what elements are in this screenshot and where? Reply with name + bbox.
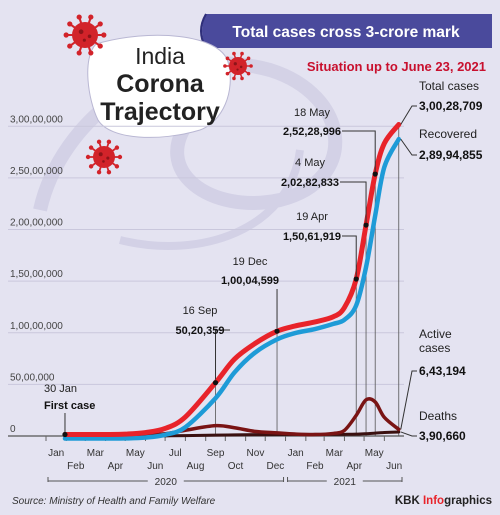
y-tick-label: 2,00,00,000	[10, 218, 63, 229]
annotation-date: 16 Sep	[183, 305, 218, 317]
x-tick-label: May	[365, 448, 384, 459]
annotation-value: 1,00,04,599	[221, 275, 279, 287]
annotation-value: 1,50,61,919	[283, 231, 341, 243]
virus-icon	[223, 51, 253, 81]
x-tick-label: Dec	[266, 461, 284, 472]
end-labels: Total cases 3,00,28,709 Recovered 2,89,94,8…	[400, 79, 483, 443]
end-label-leader	[400, 431, 417, 437]
annotation-value: 2,02,82,833	[281, 177, 339, 189]
x-tick-label: Sep	[207, 448, 225, 459]
end-label-deaths: Deaths 3,90,660	[400, 409, 466, 443]
virus-icon	[85, 139, 123, 175]
x-tick-label: Mar	[87, 448, 105, 459]
credit-highlight: Info	[423, 495, 444, 507]
annotation-marker	[274, 328, 280, 334]
annotation-date: 30 Jan	[44, 383, 77, 395]
x-tick-label: Jun	[386, 461, 402, 472]
y-tick-label: 0	[10, 424, 16, 435]
y-tick-label: 1,50,00,000	[10, 269, 63, 280]
title-block: India Corona Trajectory	[87, 34, 231, 138]
annotation: 19 Dec 1,00,04,599	[221, 256, 280, 334]
x-tick-label: Jan	[288, 448, 304, 459]
x-tick-label: Feb	[67, 461, 85, 472]
series-line-total	[62, 121, 402, 438]
end-label-value: 6,43,194	[419, 364, 466, 378]
end-label-recovered: Recovered 2,89,94,855	[400, 127, 483, 162]
annotation: 19 Apr 1,50,61,919	[283, 211, 359, 282]
year-label: 2021	[334, 477, 357, 488]
end-label-total: Total cases 3,00,28,709	[400, 79, 483, 125]
x-tick-label: Aug	[187, 461, 205, 472]
annotation: 18 May 2,52,28,996	[283, 107, 378, 177]
annotations: 30 Jan First case 16 Sep 50,20,359 19 Dec 1,0…	[44, 107, 378, 438]
end-label-value: 2,89,94,855	[419, 148, 483, 162]
annotation-marker	[372, 171, 378, 177]
annotation-leader	[342, 130, 376, 172]
annotation-leader	[340, 181, 367, 223]
annotation-value: First case	[44, 400, 95, 412]
y-tick-label: 3,00,00,000	[10, 114, 63, 125]
annotation-date: 19 Dec	[233, 256, 268, 268]
series-line-active	[63, 397, 401, 438]
y-tick-label: 50,00,000	[10, 372, 55, 383]
end-label-text: Active	[419, 327, 452, 341]
x-tick-label: Jul	[169, 448, 182, 459]
x-tick-label: Oct	[228, 461, 244, 472]
virus-icons	[63, 14, 253, 175]
end-label-leader	[400, 370, 417, 430]
annotation-value: 2,52,28,996	[283, 126, 341, 138]
series-line-recovered	[62, 136, 402, 441]
x-tick-label: Apr	[346, 461, 362, 472]
subtitle: Situation up to June 23, 2021	[307, 59, 486, 74]
annotation-marker	[62, 431, 68, 438]
x-tick-label: Jan	[48, 448, 64, 459]
title-line-1: India	[135, 43, 185, 69]
x-tick-label: Apr	[108, 461, 124, 472]
chart-area: 3,00,00,000 2,50,00,000 2,00,00,000 1,50,00…	[8, 79, 483, 488]
annotation-marker	[212, 380, 219, 386]
annotation: 4 May 2,02,82,833	[281, 157, 369, 228]
annotation-marker	[353, 276, 359, 282]
annotation-date: 4 May	[295, 157, 325, 169]
end-label-text: Deaths	[419, 409, 457, 423]
virus-icon	[63, 14, 107, 56]
year-label: 2020	[155, 477, 178, 488]
annotation: 16 Sep 50,20,359	[176, 305, 230, 386]
credit-suffix: graphics	[444, 495, 492, 507]
y-tick-label: 1,00,00,000	[10, 321, 63, 332]
annotation-marker	[363, 222, 369, 228]
x-tick-label: Jun	[147, 461, 163, 472]
credit-prefix: KBK	[395, 495, 423, 507]
end-label-value: 3,90,660	[419, 429, 466, 443]
annotation-leader	[215, 329, 230, 380]
end-label-text: cases	[419, 341, 450, 355]
y-axis-tick-labels: 3,00,00,000 2,50,00,000 2,00,00,000 1,50,00…	[10, 114, 63, 435]
title-line-3: Trajectory	[100, 98, 220, 126]
x-tick-label: Nov	[247, 448, 265, 459]
credit: KBK Infographics	[395, 495, 492, 507]
end-label-leader	[400, 105, 417, 125]
annotation-date: 19 Apr	[296, 211, 328, 223]
x-axis: JanFebMarAprMayJunJulAugSepOctNovDecJanF…	[45, 436, 403, 488]
annotation-date: 18 May	[294, 107, 331, 119]
source-note: Source: Ministry of Health and Family We…	[12, 496, 216, 507]
end-label-text: Recovered	[419, 127, 477, 141]
title-line-2: Corona	[116, 70, 205, 98]
annotation: 30 Jan First case	[44, 383, 95, 438]
end-label-value: 3,00,28,709	[419, 99, 483, 113]
x-tick-label: Feb	[306, 461, 324, 472]
y-tick-label: 2,50,00,000	[10, 166, 63, 177]
headline-banner: Total cases cross 3-crore mark	[200, 13, 492, 49]
series-lines	[62, 121, 402, 441]
x-tick-label: May	[126, 448, 145, 459]
end-label-text: Total cases	[419, 79, 479, 93]
headline: Total cases cross 3-crore mark	[232, 24, 460, 41]
annotation-leader	[342, 235, 357, 276]
x-tick-label: Mar	[326, 448, 344, 459]
end-label-leader	[400, 138, 417, 156]
annotation-value: 50,20,359	[176, 325, 225, 337]
